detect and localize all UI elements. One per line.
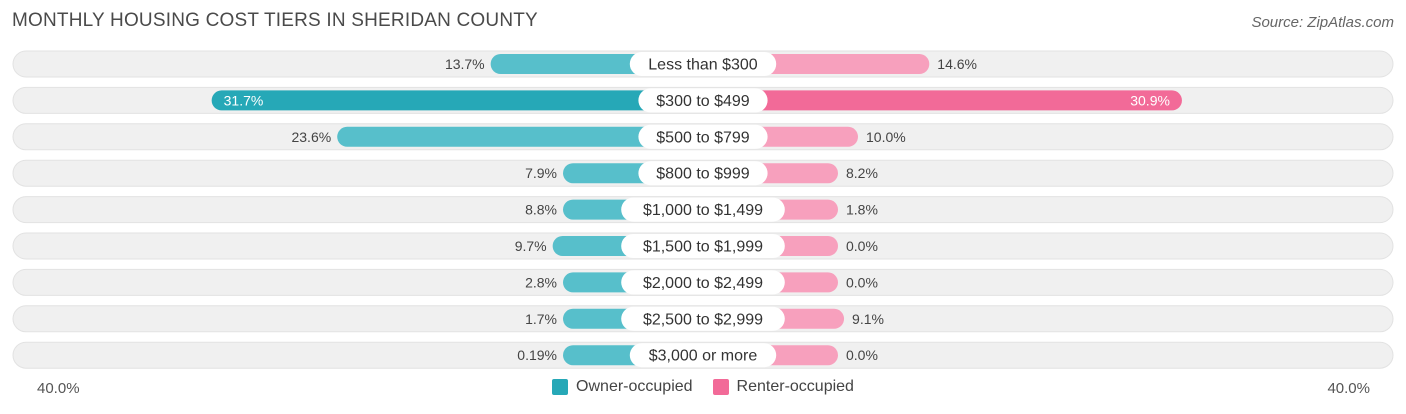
- category-label: $2,500 to $2,999: [643, 311, 763, 328]
- renter-value-label: 1.8%: [846, 202, 878, 218]
- axis-left-label: 40.0%: [37, 380, 80, 397]
- legend-renter-swatch: [712, 379, 729, 395]
- category-pill: [638, 88, 768, 113]
- source-label: Source: ZipAtlas.com: [1251, 14, 1394, 31]
- legend-owner: Owner-occupied: [552, 378, 693, 396]
- axis-right-label: 40.0%: [1327, 380, 1370, 397]
- legend-renter-label: Renter-occupied: [736, 378, 854, 395]
- owner-value-label: 7.9%: [525, 165, 557, 181]
- renter-value-label: 0.0%: [846, 347, 878, 363]
- legend-renter: Renter-occupied: [712, 378, 854, 396]
- category-pill: [629, 52, 777, 76]
- owner-bar: [337, 126, 703, 147]
- category-pill: [621, 306, 785, 331]
- owner-value-label: 13.7%: [445, 56, 485, 72]
- category-label: $800 to $999: [656, 166, 750, 183]
- chart-title: MONTHLY HOUSING COST TIERS IN SHERIDAN C…: [12, 10, 538, 31]
- renter-value-label: 0.0%: [846, 274, 878, 290]
- category-pill: [638, 161, 768, 186]
- category-label: $3,000 or more: [649, 348, 758, 365]
- owner-value-label: 2.8%: [525, 274, 557, 290]
- chart-canvas: 13.7% 14.6% Less than $300 31.7% 30.9% $300 t…: [12, 50, 1394, 369]
- category-label: Less than $300: [648, 57, 758, 74]
- owner-bar: [211, 90, 703, 111]
- legend-owner-swatch: [552, 379, 569, 395]
- category-pill: [638, 124, 768, 149]
- legend-owner-label: Owner-occupied: [576, 378, 693, 395]
- renter-value-label: 9.1%: [852, 311, 884, 327]
- owner-value-label: 31.7%: [224, 92, 264, 108]
- category-label: $1,000 to $1,499: [643, 202, 763, 219]
- renter-value-label: 8.2%: [846, 165, 878, 181]
- owner-value-label: 1.7%: [525, 311, 557, 327]
- category-pill: [621, 197, 785, 222]
- renter-value-label: 10.0%: [866, 129, 906, 145]
- category-label: $300 to $499: [656, 93, 750, 110]
- owner-value-label: 9.7%: [515, 238, 547, 254]
- category-label: $500 to $799: [656, 129, 750, 146]
- category-pill: [621, 234, 785, 258]
- legend: Owner-occupied Renter-occupied: [0, 378, 1406, 396]
- owner-value-label: 0.19%: [517, 347, 557, 363]
- owner-value-label: 23.6%: [291, 129, 331, 145]
- category-pill: [621, 270, 785, 295]
- renter-value-label: 14.6%: [937, 56, 977, 72]
- renter-value-label: 30.9%: [1130, 92, 1170, 108]
- renter-bar: [703, 90, 1182, 111]
- category-label: $1,500 to $1,999: [643, 239, 763, 256]
- category-pill: [629, 343, 777, 368]
- category-label: $2,000 to $2,499: [643, 275, 763, 292]
- renter-value-label: 0.0%: [846, 238, 878, 254]
- owner-value-label: 8.8%: [525, 202, 557, 218]
